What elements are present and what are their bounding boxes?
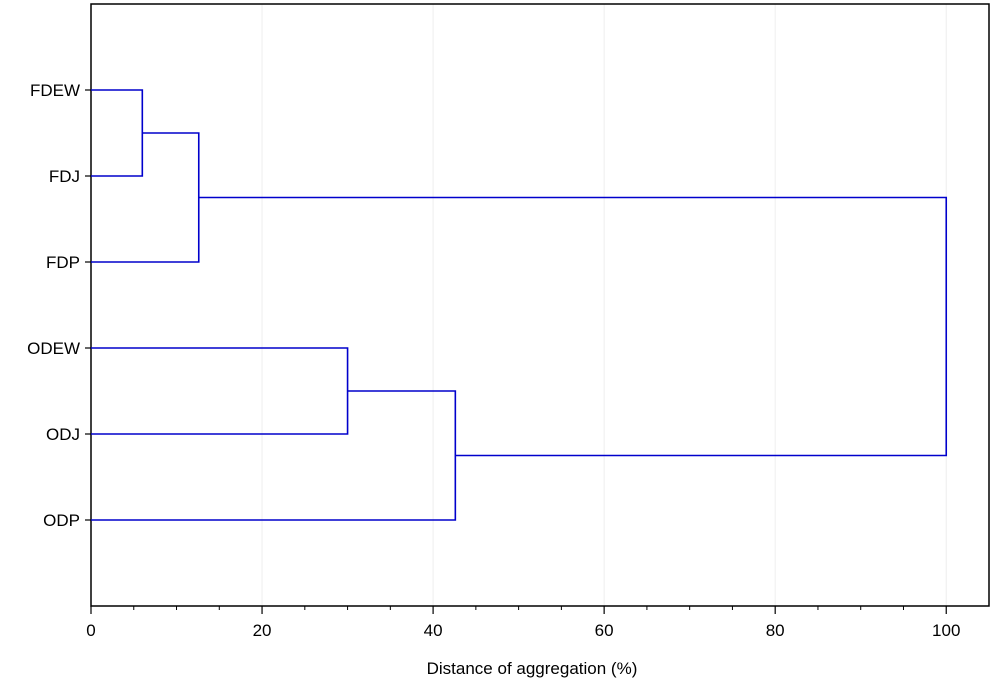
link-fdew-fdj [91,89,144,177]
leaf-label-fdp: FDP [46,253,80,272]
x-tick-label-0: 0 [86,621,95,640]
link-odew_odj-odp [91,390,457,521]
x-tick-label-100: 100 [932,621,960,640]
x-axis-tick-labels: 0 20 40 60 80 100 [86,621,960,640]
grid-lines [261,4,947,606]
link-fdew_fdj-fdp [91,132,200,263]
x-axis-ticks [90,606,947,614]
link-odew-odj [91,347,349,435]
plot-frame [90,3,990,607]
leaf-ticks [85,89,91,521]
leaf-label-fdj: FDJ [49,167,80,186]
link-fdew_fdj_fdp-odew_odj_odp [198,196,948,457]
x-tick-label-60: 60 [595,621,614,640]
leaf-label-odp: ODP [43,511,80,530]
leaf-label-odj: ODJ [46,425,80,444]
x-tick-label-80: 80 [766,621,785,640]
x-tick-label-40: 40 [424,621,443,640]
x-tick-label-20: 20 [253,621,272,640]
leaf-label-fdew: FDEW [30,81,80,100]
x-axis-title: Distance of aggregation (%) [427,659,638,678]
leaf-labels: FDEW FDJ FDP ODEW ODJ ODP [27,81,80,530]
leaf-label-odew: ODEW [27,339,80,358]
dendrogram-links [91,89,948,521]
